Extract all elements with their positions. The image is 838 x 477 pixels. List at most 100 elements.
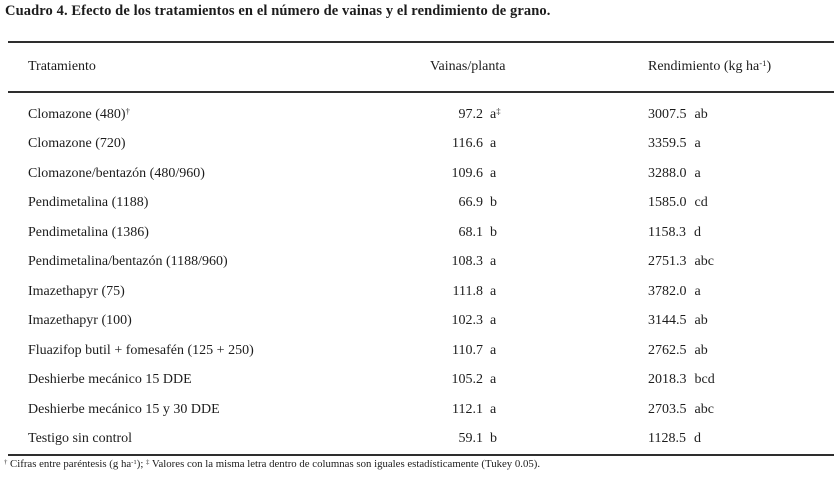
rendimiento-cell: 3782.0 a <box>648 284 834 300</box>
vainas-cell: 105.2 a <box>425 372 648 388</box>
treatment-label: Clomazone (720) <box>28 136 126 152</box>
footnote-dagger-icon: † <box>4 459 8 466</box>
table-body: Clomazone (480)† 97.2 a‡ 3007.5 ab Clomazo… <box>8 93 834 454</box>
vainas-cell: 109.6 a <box>425 166 648 182</box>
vainas-cell: 110.7 a <box>425 343 648 359</box>
treatment-label: Pendimetalina (1188) <box>28 195 149 211</box>
vainas-letters: a <box>490 136 497 152</box>
vainas-cell: 66.9 b <box>425 195 648 211</box>
table-row: Clomazone (480)† 97.2 a‡ 3007.5 ab <box>8 100 834 130</box>
table-row: Pendimetalina (1386) 68.1 b 1158.3 d <box>8 218 834 248</box>
treatment-cell: Clomazone/bentazón (480/960) <box>28 166 425 182</box>
vainas-value: 111.8 <box>452 283 483 299</box>
rendimiento-cell: 2703.5 abc <box>648 402 834 418</box>
footnote-double-dagger-icon: ‡ <box>146 459 150 466</box>
table-footnote: † Cifras entre paréntesis (g ha-1); ‡ Va… <box>4 458 540 470</box>
treatment-label: Fluazifop butil + fomesafén (125 + 250) <box>28 342 254 358</box>
vainas-letter-group: a <box>490 136 496 151</box>
rendimiento-value: 3007.5 <box>648 106 687 122</box>
rendimiento-letters: d <box>693 431 701 447</box>
rendimiento-value: 2703.5 <box>648 401 687 417</box>
rendimiento-letters: a <box>694 165 701 181</box>
vainas-letter-group: a <box>490 284 496 299</box>
footnote-text-3: Valores con la misma letra dentro de col… <box>149 458 541 470</box>
treatment-cell: Clomazone (720) <box>28 136 425 152</box>
treatment-label: Pendimetalina/bentazón (1188/960) <box>28 254 228 270</box>
vainas-letter-group: a <box>490 254 496 269</box>
vainas-cell: 116.6 a <box>425 136 648 152</box>
vainas-value: 116.6 <box>452 136 483 152</box>
rendimiento-cell: 2751.3 abc <box>648 254 834 270</box>
vainas-value: 59.1 <box>458 431 484 447</box>
rendimiento-cell: 1158.3 d <box>648 225 834 241</box>
rendimiento-cell: 3007.5 ab <box>648 107 834 123</box>
top-rule <box>8 41 834 43</box>
treatment-cell: Pendimetalina (1386) <box>28 225 425 241</box>
footnote-text-2: ); <box>136 458 147 470</box>
table-header-row: Tratamiento Vainas/planta Rendimiento (k… <box>8 43 834 91</box>
vainas-value: 110.7 <box>452 342 483 358</box>
treatment-cell: Pendimetalina (1188) <box>28 195 425 211</box>
data-table: Tratamiento Vainas/planta Rendimiento (k… <box>8 41 834 456</box>
vainas-value: 109.6 <box>451 165 484 181</box>
rendimiento-cell: 3144.5 ab <box>648 313 834 329</box>
rendimiento-cell: 2762.5 ab <box>648 343 834 359</box>
rendimiento-value: 3144.5 <box>648 313 687 329</box>
treatment-label: Clomazone (480) <box>28 106 126 122</box>
rendimiento-value: 3359.5 <box>648 136 687 152</box>
table-row: Deshierbe mecánico 15 y 30 DDE 112.1 a 27… <box>8 395 834 425</box>
header-rendimiento-text: Rendimiento (kg ha <box>648 59 760 74</box>
vainas-value: 97.2 <box>458 106 484 122</box>
vainas-superscript: ‡ <box>496 105 501 116</box>
vainas-cell: 111.8 a <box>425 284 648 300</box>
vainas-value: 108.3 <box>451 254 484 270</box>
rendimiento-letters: ab <box>694 313 708 329</box>
rendimiento-value: 2762.5 <box>648 342 687 358</box>
vainas-letters: b <box>490 431 497 447</box>
vainas-letters: a <box>490 106 497 122</box>
header-rendimiento-close-paren: ) <box>766 59 772 74</box>
treatment-cell: Clomazone (480)† <box>28 107 425 123</box>
vainas-letter-group: a‡ <box>490 107 501 122</box>
footnote-text-1: Cifras entre paréntesis (g ha <box>7 458 132 470</box>
rendimiento-letters: bcd <box>694 372 715 388</box>
rendimiento-value: 2751.3 <box>648 254 687 270</box>
rendimiento-letters: ab <box>694 106 708 122</box>
table-row: Testigo sin control 59.1 b 1128.5 d <box>8 425 834 455</box>
vainas-letters: b <box>490 195 497 211</box>
vainas-letter-group: a <box>490 372 496 387</box>
header-treatment: Tratamiento <box>28 59 96 74</box>
treatment-label: Clomazone/bentazón (480/960) <box>28 165 205 181</box>
vainas-letters: a <box>490 283 497 299</box>
vainas-cell: 97.2 a‡ <box>425 107 648 123</box>
rendimiento-cell: 1128.5 d <box>648 431 834 447</box>
vainas-value: 105.2 <box>451 372 484 388</box>
vainas-letter-group: b <box>490 431 497 446</box>
vainas-cell: 108.3 a <box>425 254 648 270</box>
vainas-letters: a <box>490 342 497 358</box>
vainas-letters: a <box>490 254 497 270</box>
rendimiento-value: 2018.3 <box>648 372 687 388</box>
treatment-cell: Deshierbe mecánico 15 y 30 DDE <box>28 402 425 418</box>
rendimiento-letters: a <box>694 283 701 299</box>
rendimiento-cell: 1585.0 cd <box>648 195 834 211</box>
footnote-exponent: -1 <box>131 459 137 466</box>
rendimiento-letters: d <box>693 224 701 240</box>
rendimiento-letters: a <box>694 136 701 152</box>
rendimiento-letters: abc <box>694 254 714 270</box>
rendimiento-value: 3782.0 <box>648 283 687 299</box>
treatment-cell: Imazethapyr (75) <box>28 284 425 300</box>
vainas-value: 68.1 <box>458 224 484 240</box>
treatment-cell: Imazethapyr (100) <box>28 313 425 329</box>
rendimiento-cell: 3288.0 a <box>648 166 834 182</box>
rendimiento-letters: abc <box>694 401 714 417</box>
rendimiento-letters: cd <box>694 195 708 211</box>
vainas-cell: 112.1 a <box>425 402 648 418</box>
table-row: Deshierbe mecánico 15 DDE 105.2 a 2018.3 b… <box>8 366 834 396</box>
vainas-cell: 59.1 b <box>425 431 648 447</box>
rendimiento-value: 3288.0 <box>648 165 687 181</box>
vainas-value: 102.3 <box>451 313 484 329</box>
vainas-letters: a <box>490 165 497 181</box>
vainas-letter-group: b <box>490 195 497 210</box>
